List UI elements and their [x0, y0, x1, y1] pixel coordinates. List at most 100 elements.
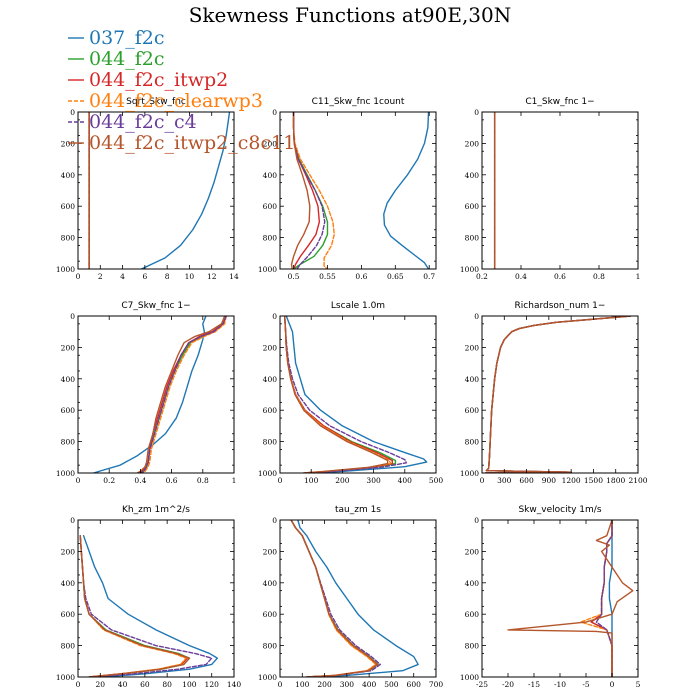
- x-tick-label: 0: [278, 476, 283, 485]
- y-tick-label: 0: [272, 108, 277, 117]
- series-line-037_f2c: [285, 316, 428, 473]
- x-tick-label: 0.4: [134, 476, 146, 485]
- series-line-044_f2c_itwp2_c8c11: [283, 316, 389, 473]
- x-tick-label: 1500: [584, 476, 603, 485]
- series-group: [485, 316, 632, 473]
- x-tick-label: 300: [497, 476, 512, 485]
- panel-6: Richardson_num 1−0 300 600 900 1200 1500 1800 2…: [460, 301, 648, 485]
- x-tick-label: 0: [278, 680, 283, 689]
- x-tick-label: 200: [335, 476, 350, 485]
- y-tick-label: 600: [263, 202, 278, 211]
- x-tick-label: 600: [519, 476, 534, 485]
- x-tick-label: 0.6: [166, 476, 178, 485]
- panel-1: Sqrt_Skw_fnc 0 2 4 6 8 10 12 14 0 200 400 600 800 1000: [56, 97, 239, 281]
- y-tick-label: 200: [263, 343, 278, 352]
- x-tick-label: 10: [185, 272, 195, 281]
- legend-label: 044_f2c: [89, 48, 165, 70]
- x-tick-label: 100: [304, 476, 319, 485]
- x-tick-label: 0.55: [319, 272, 336, 281]
- y-tick-label: 600: [61, 610, 76, 619]
- series-line-044_f2c_clearwp3: [141, 316, 227, 473]
- y-tick-label: 0: [272, 312, 277, 321]
- x-tick-label: -5: [582, 680, 590, 689]
- y-tick-label: 800: [61, 234, 76, 243]
- y-tick-label: 800: [465, 234, 480, 243]
- series-line-037_f2c: [485, 316, 632, 473]
- legend-item-044_f2c: 044_f2c: [68, 48, 165, 70]
- series-line-044_f2c_c4: [283, 316, 408, 473]
- x-tick-label: -15: [528, 680, 540, 689]
- plot-frame: [77, 111, 235, 270]
- y-tick-label: 200: [263, 139, 278, 148]
- y-tick-label: 1000: [56, 469, 75, 478]
- x-tick-label: 100: [182, 680, 197, 689]
- y-tick-label: 1000: [258, 469, 277, 478]
- x-tick-label: 120: [205, 680, 220, 689]
- x-tick-label: 5: [636, 680, 641, 689]
- x-tick-label: 500: [384, 680, 399, 689]
- x-tick-label: 0.2: [103, 476, 115, 485]
- x-tick-label: 14: [229, 272, 239, 281]
- panel-title: C1_Skw_fnc 1−: [525, 97, 594, 107]
- y-tick-label: 400: [263, 579, 278, 588]
- y-tick-label: 1000: [258, 673, 277, 682]
- series-line-044_f2c: [139, 316, 227, 473]
- x-tick-label: -10: [554, 680, 566, 689]
- y-tick-label: 600: [61, 202, 76, 211]
- y-tick-label: 600: [465, 202, 480, 211]
- y-tick-label: 0: [474, 516, 479, 525]
- plot-frame: [481, 315, 639, 474]
- series-line-037_f2c: [82, 535, 218, 677]
- series-line-044_f2c_clearwp3: [79, 535, 187, 677]
- y-tick-label: 400: [61, 579, 76, 588]
- x-tick-label: 600: [407, 680, 422, 689]
- x-tick-label: 900: [542, 476, 557, 485]
- series-group: [290, 520, 419, 677]
- y-tick-label: 800: [61, 438, 76, 447]
- series-group: [92, 316, 227, 473]
- panel-title: C11_Skw_fnc 1count: [312, 97, 405, 107]
- legend-item-037_f2c: 037_f2c: [68, 27, 165, 49]
- x-tick-label: 0.6: [554, 272, 566, 281]
- y-tick-label: 400: [61, 171, 76, 180]
- plot-frame: [77, 519, 235, 678]
- panel-7: Kh_zm 1m^2/s 0 20 40 60 80 100 120 140 0 200 400 600…: [56, 505, 241, 689]
- legend-label: 044_f2c_itwp2: [89, 69, 228, 91]
- panel-8: tau_zm 1s 0 100 200 300 400 500 600 700 0 200 400 60…: [258, 505, 443, 689]
- y-tick-label: 200: [465, 139, 480, 148]
- x-tick-label: 40: [118, 680, 128, 689]
- series-line-044_f2c_clearwp3: [292, 112, 335, 269]
- legend-item-044_f2c_c4: 044_f2c_c4: [68, 111, 197, 133]
- legend-label: 044_f2c_c4: [89, 111, 197, 133]
- series-line-044_f2c_itwp2: [79, 535, 188, 677]
- panel-title: Skw_velocity 1m/s: [518, 505, 601, 515]
- series-line-037_f2c: [140, 112, 231, 269]
- legend-label: 044_f2c_itwp2_c8c11: [89, 132, 295, 154]
- plot-frame: [279, 315, 437, 474]
- y-tick-label: 400: [465, 375, 480, 384]
- series-line-044_f2c_itwp2_c8c11: [507, 520, 634, 677]
- panel-title: tau_zm 1s: [335, 505, 381, 515]
- panel-title: Lscale 1.0m: [331, 301, 385, 311]
- x-tick-label: 1: [232, 476, 237, 485]
- series-line-044_f2c_clearwp3: [283, 316, 392, 473]
- y-tick-label: 1000: [460, 673, 479, 682]
- series-line-044_f2c: [79, 535, 191, 677]
- series-line-044_f2c_clearwp3: [485, 316, 632, 473]
- x-tick-label: 0: [76, 680, 81, 689]
- x-tick-label: 0.2: [476, 272, 488, 281]
- series-line-044_f2c_itwp2_c8c11: [79, 535, 191, 677]
- y-tick-label: 800: [263, 438, 278, 447]
- panel-title: C7_Skw_fnc 1−: [121, 301, 190, 311]
- x-tick-label: 0.8: [197, 476, 209, 485]
- x-tick-label: 4: [120, 272, 125, 281]
- legend-label: 044_f2c_clearwp3: [89, 90, 263, 112]
- x-tick-label: 200: [317, 680, 332, 689]
- x-tick-label: 0.65: [387, 272, 404, 281]
- x-tick-label: 1200: [562, 476, 581, 485]
- y-tick-label: 0: [272, 516, 277, 525]
- y-tick-label: 1000: [258, 265, 277, 274]
- y-tick-label: 200: [61, 343, 76, 352]
- panel-4: C7_Skw_fnc 1− 0 0.2 0.4 0.6 0.8 1 0 200 400 600 800…: [56, 301, 236, 485]
